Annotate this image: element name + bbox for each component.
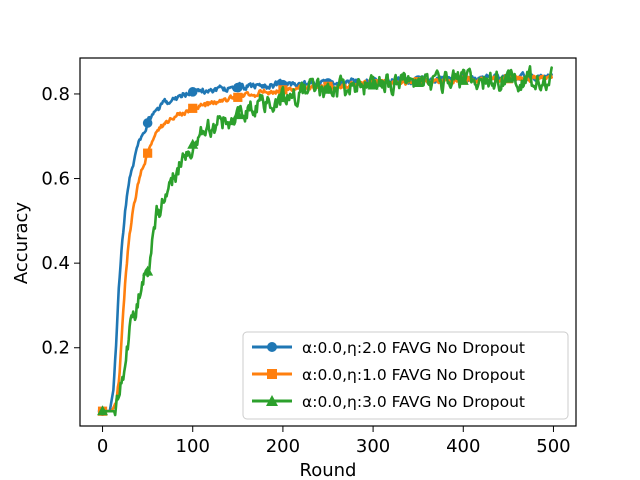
series-marker [502, 72, 514, 83]
y-tick-label: 0.8 [41, 84, 70, 105]
series-marker [187, 138, 199, 149]
x-tick-label: 400 [446, 436, 480, 457]
series-marker [187, 87, 198, 97]
legend-marker-eta-1 [267, 369, 277, 379]
series-marker [412, 76, 424, 87]
plot-frame [79, 57, 577, 427]
y-tick-label: 0.2 [41, 338, 70, 359]
x-tick-label: 200 [266, 436, 300, 457]
x-tick-label: 500 [536, 436, 570, 457]
series-marker [233, 82, 243, 93]
series-marker [97, 405, 109, 416]
series-marker [367, 79, 379, 90]
series-marker [143, 148, 153, 158]
x-axis-ticks: 0 100 200 300 400 500 [97, 426, 571, 457]
series-marker [233, 92, 243, 102]
y-tick-label: 0.4 [41, 253, 70, 274]
series-marker [232, 109, 244, 120]
series-marker [142, 265, 154, 276]
legend: α:0.0,η:2.0 FAVG No Dropout α:0.0,η:1.0 … [242, 331, 569, 420]
y-tick-label: 0.6 [41, 169, 70, 190]
series-marker [322, 83, 334, 94]
series-layer [97, 65, 553, 417]
y-axis-ticks: 0.2 0.4 0.6 0.8 [41, 84, 80, 359]
legend-label-eta-1: α:0.0,η:1.0 FAVG No Dropout [302, 366, 525, 384]
legend-label-eta-3: α:0.0,η:3.0 FAVG No Dropout [302, 393, 525, 411]
series-marker [277, 92, 289, 103]
legend-marker-eta-3 [266, 395, 278, 406]
x-tick-label: 100 [176, 436, 210, 457]
x-tick-label: 0 [97, 436, 108, 457]
x-tick-label: 300 [356, 436, 390, 457]
series-marker [457, 74, 469, 85]
legend-label-eta-2: α:0.0,η:2.0 FAVG No Dropout [302, 339, 525, 357]
legend-marker-eta-2 [267, 342, 277, 352]
series-marker [142, 118, 153, 128]
y-axis-label: Accuracy [11, 202, 32, 285]
x-axis-label: Round [300, 460, 357, 480]
series-marker [188, 103, 198, 113]
legend-frame [242, 331, 569, 420]
